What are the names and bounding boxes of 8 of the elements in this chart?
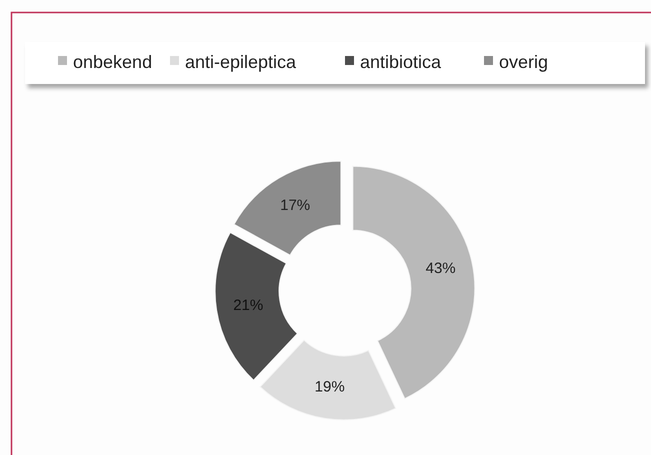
legend-label: antibiotica xyxy=(360,52,442,72)
legend-label: overig xyxy=(499,52,548,72)
data-label: 19% xyxy=(314,378,345,396)
data-label: 17% xyxy=(280,197,310,214)
legend-label: onbekend xyxy=(73,52,152,72)
data-label: 21% xyxy=(233,296,264,314)
data-label: 43% xyxy=(426,260,456,278)
legend-label: anti-epileptica xyxy=(185,52,298,72)
